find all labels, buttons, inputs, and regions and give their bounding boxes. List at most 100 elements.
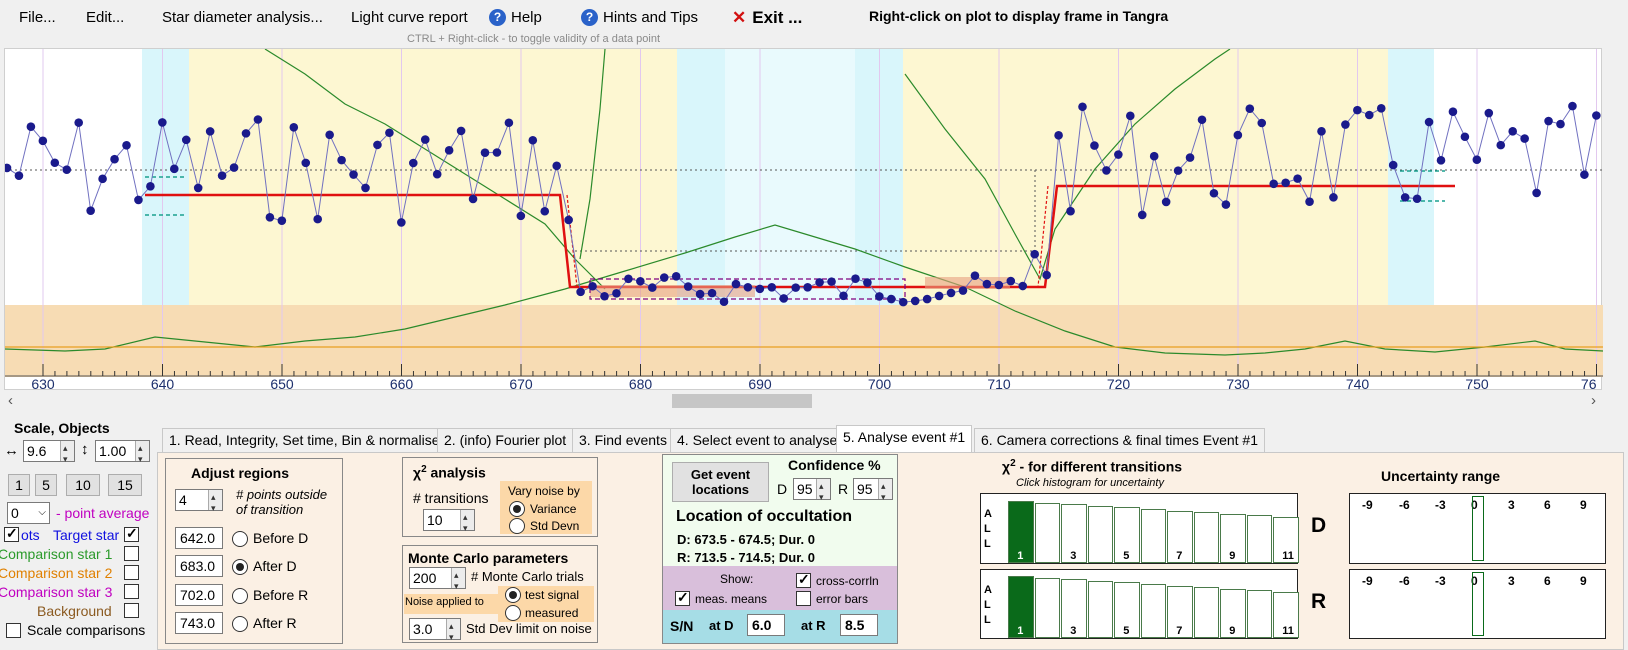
transitions-histogram-r[interactable]: A L L 1 3 5 7 9 11 — [980, 569, 1299, 639]
background-checkbox[interactable] — [124, 603, 139, 618]
data-point — [659, 273, 669, 282]
tab-read-integrity[interactable]: 1. Read, Integrity, Set time, Bin & norm… — [162, 428, 447, 452]
histogram-bar[interactable] — [1246, 515, 1272, 563]
histogram-bar[interactable] — [1246, 590, 1272, 638]
histogram-bar[interactable] — [1061, 579, 1087, 638]
histogram-bar[interactable] — [1087, 505, 1113, 563]
histogram-bar[interactable] — [1273, 517, 1299, 563]
histogram-bar[interactable] — [1008, 576, 1034, 638]
after-d-field[interactable]: 683.0 — [175, 555, 223, 577]
scroll-left-icon[interactable]: ‹ — [8, 392, 13, 409]
after-r-radio[interactable] — [232, 616, 248, 632]
before-r-field[interactable]: 702.0 — [175, 584, 223, 606]
histogram-bar[interactable] — [1140, 509, 1166, 563]
avg-button-5[interactable]: 5 — [35, 474, 57, 496]
histogram-bar[interactable] — [1193, 512, 1219, 563]
target-star-checkbox[interactable] — [124, 525, 139, 542]
uncertainty-range-d[interactable]: -9 -6 -3 0 3 6 9 — [1349, 493, 1606, 564]
histogram-bar[interactable] — [1220, 513, 1246, 563]
spin-arrows-icon[interactable] — [816, 476, 830, 507]
avg-button-1[interactable]: 1 — [8, 474, 30, 496]
data-point — [1221, 200, 1231, 209]
data-point — [409, 158, 418, 168]
data-point — [1400, 193, 1410, 202]
histogram-bar[interactable] — [1061, 504, 1087, 563]
cross-corrn-checkbox[interactable] — [796, 571, 811, 588]
meas-means-checkbox[interactable] — [675, 589, 690, 606]
monte-carlo-trials-label: # Monte Carlo trials — [471, 569, 584, 584]
scale-x-stepper[interactable]: 9.6 — [23, 438, 75, 469]
histogram-bar[interactable] — [1140, 584, 1166, 638]
dots-checkbox[interactable] — [4, 525, 19, 542]
uncertainty-range-r[interactable]: -9 -6 -3 0 3 6 9 — [1349, 569, 1606, 639]
menu-hints-tips[interactable]: ? Hints and Tips — [581, 9, 698, 26]
light-curve-plot[interactable]: 630 640 650 660 670 680 690 700 710 720 730 740 750 7… — [4, 48, 1603, 391]
menu-light-curve-report[interactable]: Light curve report — [351, 9, 468, 26]
avg-button-10[interactable]: 10 — [66, 474, 100, 496]
confidence-d-stepper[interactable]: 95 — [793, 476, 831, 507]
data-point — [325, 130, 334, 140]
std-devn-radio[interactable] — [509, 518, 525, 534]
histogram-bar[interactable] — [1034, 577, 1060, 638]
menu-star-diameter[interactable]: Star diameter analysis... — [162, 9, 323, 26]
transitions-stepper[interactable]: 10 — [423, 507, 475, 538]
spin-arrows-icon[interactable] — [451, 565, 465, 596]
menu-file[interactable]: File... — [19, 9, 56, 26]
spin-arrows-icon[interactable] — [60, 438, 74, 469]
tab-camera-corrections[interactable]: 6. Camera corrections & final times Even… — [974, 428, 1266, 452]
histogram-bar[interactable] — [1193, 587, 1219, 638]
uncertainty-tick-label: 6 — [1544, 498, 1551, 512]
spin-arrows-icon[interactable] — [878, 476, 892, 507]
scroll-right-icon[interactable]: › — [1591, 392, 1596, 409]
menu-help[interactable]: ? Help — [489, 9, 542, 26]
spin-arrows-icon[interactable] — [208, 487, 222, 518]
data-point — [1149, 151, 1159, 161]
before-d-radio[interactable] — [232, 531, 248, 547]
error-bars-checkbox[interactable] — [796, 591, 811, 606]
after-r-field[interactable]: 743.0 — [175, 612, 223, 634]
plot-scrollbar[interactable]: ‹ › — [4, 392, 1602, 410]
menu-exit[interactable]: ✕ Exit ... — [732, 8, 803, 27]
tab-fourier-plot[interactable]: 2. (info) Fourier plot — [437, 428, 574, 452]
get-event-locations-button[interactable]: Get event locations — [672, 462, 769, 502]
scroll-thumb[interactable] — [672, 394, 812, 408]
data-point — [528, 135, 538, 145]
data-point — [588, 281, 597, 291]
menu-edit[interactable]: Edit... — [86, 9, 125, 26]
tab-analyse-event[interactable]: 5. Analyse event #1 — [836, 425, 973, 453]
tab-select-event[interactable]: 4. Select event to analyse — [670, 428, 845, 452]
comparison-3-checkbox[interactable] — [124, 584, 139, 599]
comparison-1-checkbox[interactable] — [124, 546, 139, 561]
after-d-radio[interactable] — [232, 559, 248, 575]
histogram-bar[interactable] — [1114, 582, 1140, 638]
histogram-bar[interactable] — [1087, 580, 1113, 638]
variance-radio[interactable] — [509, 501, 525, 517]
confidence-r-stepper[interactable]: 95 — [853, 476, 893, 507]
spin-arrows-icon[interactable] — [446, 616, 460, 647]
scale-y-stepper[interactable]: 1.00 — [95, 438, 150, 469]
avg-button-15[interactable]: 15 — [108, 474, 142, 496]
histogram-bar[interactable] — [1167, 510, 1193, 563]
histogram-bar[interactable] — [1114, 507, 1140, 563]
spin-arrows-icon[interactable] — [460, 507, 474, 538]
points-outside-stepper[interactable]: 4 — [175, 487, 223, 518]
test-signal-radio[interactable] — [505, 587, 521, 603]
tab-find-events[interactable]: 3. Find events — [572, 428, 674, 452]
cyan-band-d — [677, 49, 725, 305]
histogram-bar[interactable] — [1008, 501, 1034, 563]
scale-comparisons-checkbox[interactable] — [6, 623, 21, 638]
monte-carlo-trials-stepper[interactable]: 200 — [409, 565, 466, 596]
spin-arrows-icon[interactable] — [135, 438, 149, 469]
histogram-bar[interactable] — [1220, 588, 1246, 638]
comparison-2-checkbox[interactable] — [124, 565, 139, 580]
before-d-field[interactable]: 642.0 — [175, 527, 223, 549]
histogram-bar[interactable] — [1034, 502, 1060, 563]
before-r-radio[interactable] — [232, 588, 248, 604]
measured-radio[interactable] — [505, 605, 521, 621]
light-curve-svg[interactable]: 630 640 650 660 670 680 690 700 710 720 730 740 750 7… — [5, 49, 1603, 391]
point-average-select[interactable]: 0 ⌵ — [7, 502, 50, 524]
std-dev-limit-stepper[interactable]: 3.0 — [409, 616, 461, 647]
histogram-bar[interactable] — [1167, 585, 1193, 638]
transitions-histogram-d[interactable]: A L L 1 3 5 7 9 11 — [980, 493, 1299, 564]
histogram-bar[interactable] — [1273, 592, 1299, 638]
